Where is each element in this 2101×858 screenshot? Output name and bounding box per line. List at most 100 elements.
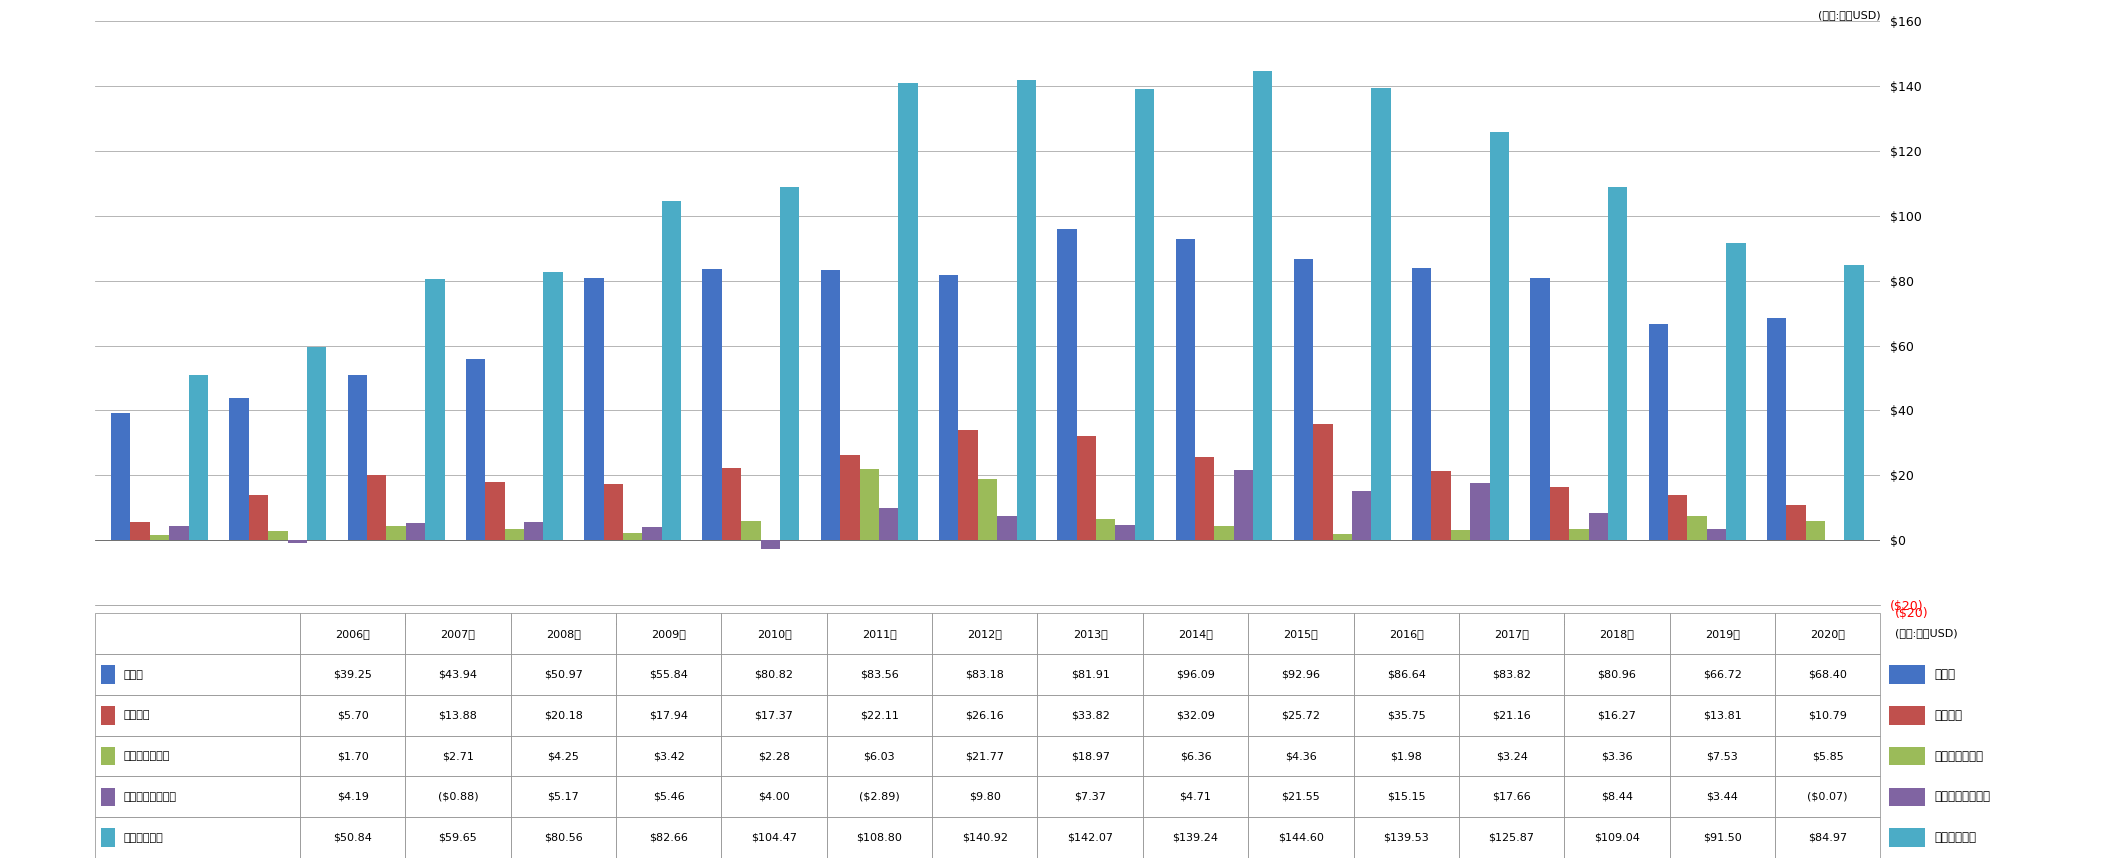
FancyBboxPatch shape <box>933 695 1038 736</box>
Text: 2020年: 2020年 <box>1811 629 1845 639</box>
Bar <box>544 272 563 540</box>
Text: $17.94: $17.94 <box>649 710 689 721</box>
Bar <box>1412 269 1431 540</box>
FancyBboxPatch shape <box>1565 736 1670 776</box>
Bar <box>723 468 742 540</box>
FancyBboxPatch shape <box>1458 655 1565 695</box>
FancyBboxPatch shape <box>1143 655 1248 695</box>
FancyBboxPatch shape <box>933 817 1038 858</box>
FancyBboxPatch shape <box>1775 655 1880 695</box>
Text: $26.16: $26.16 <box>966 710 1004 721</box>
Text: $139.24: $139.24 <box>1172 832 1219 843</box>
Bar <box>624 533 643 540</box>
Text: $6.36: $6.36 <box>1179 751 1212 761</box>
Bar <box>387 526 405 540</box>
Bar <box>1214 526 1233 540</box>
Bar <box>1607 187 1628 540</box>
FancyBboxPatch shape <box>1248 695 1353 736</box>
Text: $39.25: $39.25 <box>334 669 372 680</box>
FancyBboxPatch shape <box>511 736 616 776</box>
Text: 2007年: 2007年 <box>441 629 475 639</box>
Text: ($0.88): ($0.88) <box>437 792 479 802</box>
Text: $21.55: $21.55 <box>1282 792 1319 802</box>
Bar <box>248 495 269 540</box>
Text: $7.53: $7.53 <box>1706 751 1738 761</box>
FancyBboxPatch shape <box>300 817 405 858</box>
Text: $2.28: $2.28 <box>758 751 790 761</box>
FancyBboxPatch shape <box>721 776 826 817</box>
FancyBboxPatch shape <box>511 817 616 858</box>
FancyBboxPatch shape <box>101 788 116 806</box>
Bar <box>899 83 918 540</box>
FancyBboxPatch shape <box>1775 776 1880 817</box>
Text: $13.88: $13.88 <box>439 710 477 721</box>
Text: 繰延収益: 繰延収益 <box>124 710 149 721</box>
Bar <box>958 431 977 540</box>
Text: 2006年: 2006年 <box>336 629 370 639</box>
Bar <box>1177 239 1195 540</box>
FancyBboxPatch shape <box>1775 736 1880 776</box>
FancyBboxPatch shape <box>616 736 721 776</box>
Text: $4.25: $4.25 <box>548 751 580 761</box>
Bar <box>523 523 544 540</box>
Text: $83.18: $83.18 <box>964 669 1004 680</box>
Text: $35.75: $35.75 <box>1387 710 1427 721</box>
FancyBboxPatch shape <box>1775 817 1880 858</box>
FancyBboxPatch shape <box>1458 776 1565 817</box>
FancyBboxPatch shape <box>511 613 616 655</box>
FancyBboxPatch shape <box>933 655 1038 695</box>
FancyBboxPatch shape <box>1889 829 1925 847</box>
FancyBboxPatch shape <box>1248 817 1353 858</box>
FancyBboxPatch shape <box>405 613 511 655</box>
Text: $15.15: $15.15 <box>1387 792 1427 802</box>
FancyBboxPatch shape <box>101 747 116 765</box>
FancyBboxPatch shape <box>721 736 826 776</box>
Text: $55.84: $55.84 <box>649 669 689 680</box>
FancyBboxPatch shape <box>1038 655 1143 695</box>
Text: $80.82: $80.82 <box>754 669 794 680</box>
FancyBboxPatch shape <box>1143 613 1248 655</box>
FancyBboxPatch shape <box>101 706 116 724</box>
Bar <box>742 521 761 540</box>
Bar <box>1017 80 1036 540</box>
FancyBboxPatch shape <box>1353 695 1458 736</box>
Bar <box>977 479 998 540</box>
FancyBboxPatch shape <box>1038 736 1143 776</box>
FancyBboxPatch shape <box>616 695 721 736</box>
FancyBboxPatch shape <box>405 776 511 817</box>
Bar <box>1452 529 1471 540</box>
Text: $5.85: $5.85 <box>1811 751 1843 761</box>
Text: その他の流動負債: その他の流動負債 <box>1935 790 1990 803</box>
Text: 買掛金: 買掛金 <box>1935 668 1956 681</box>
Bar <box>149 535 170 540</box>
Text: 流動負債合計: 流動負債合計 <box>1935 831 1977 844</box>
FancyBboxPatch shape <box>300 655 405 695</box>
Text: $9.80: $9.80 <box>969 792 1000 802</box>
Text: $10.79: $10.79 <box>1809 710 1847 721</box>
Text: $17.66: $17.66 <box>1492 792 1532 802</box>
Bar <box>1076 436 1097 540</box>
FancyBboxPatch shape <box>721 695 826 736</box>
Text: $92.96: $92.96 <box>1282 669 1319 680</box>
Bar <box>821 270 840 540</box>
FancyBboxPatch shape <box>511 776 616 817</box>
Bar <box>840 456 859 540</box>
Text: 2019年: 2019年 <box>1704 629 1740 639</box>
Bar <box>1332 534 1351 540</box>
FancyBboxPatch shape <box>1143 817 1248 858</box>
FancyBboxPatch shape <box>721 655 826 695</box>
Text: 2011年: 2011年 <box>861 629 897 639</box>
Text: $4.19: $4.19 <box>336 792 368 802</box>
FancyBboxPatch shape <box>826 736 933 776</box>
Bar <box>269 531 288 540</box>
Bar <box>347 375 368 540</box>
Text: ($20): ($20) <box>1895 607 1929 620</box>
FancyBboxPatch shape <box>1565 655 1670 695</box>
Text: $4.71: $4.71 <box>1179 792 1212 802</box>
Bar <box>229 397 248 540</box>
FancyBboxPatch shape <box>1458 613 1565 655</box>
Text: $13.81: $13.81 <box>1704 710 1742 721</box>
FancyBboxPatch shape <box>300 736 405 776</box>
Bar <box>603 484 624 540</box>
Bar <box>1252 71 1273 540</box>
